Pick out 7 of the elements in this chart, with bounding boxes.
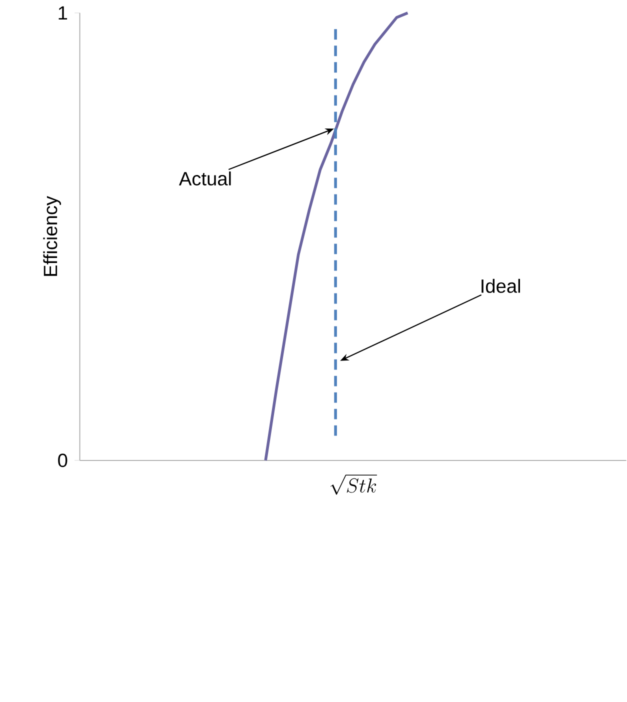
y-tick-label: 1 [58, 6, 68, 20]
y-tick-label: 0 [58, 454, 68, 468]
text: Actual [179, 171, 231, 186]
y-axis-title: Efficiency [43, 196, 62, 276]
line-series [264, 12, 410, 462]
annotation: Ideal [482, 278, 520, 293]
x-axis-title: $\sqrt{Stk}$ [330, 474, 378, 495]
